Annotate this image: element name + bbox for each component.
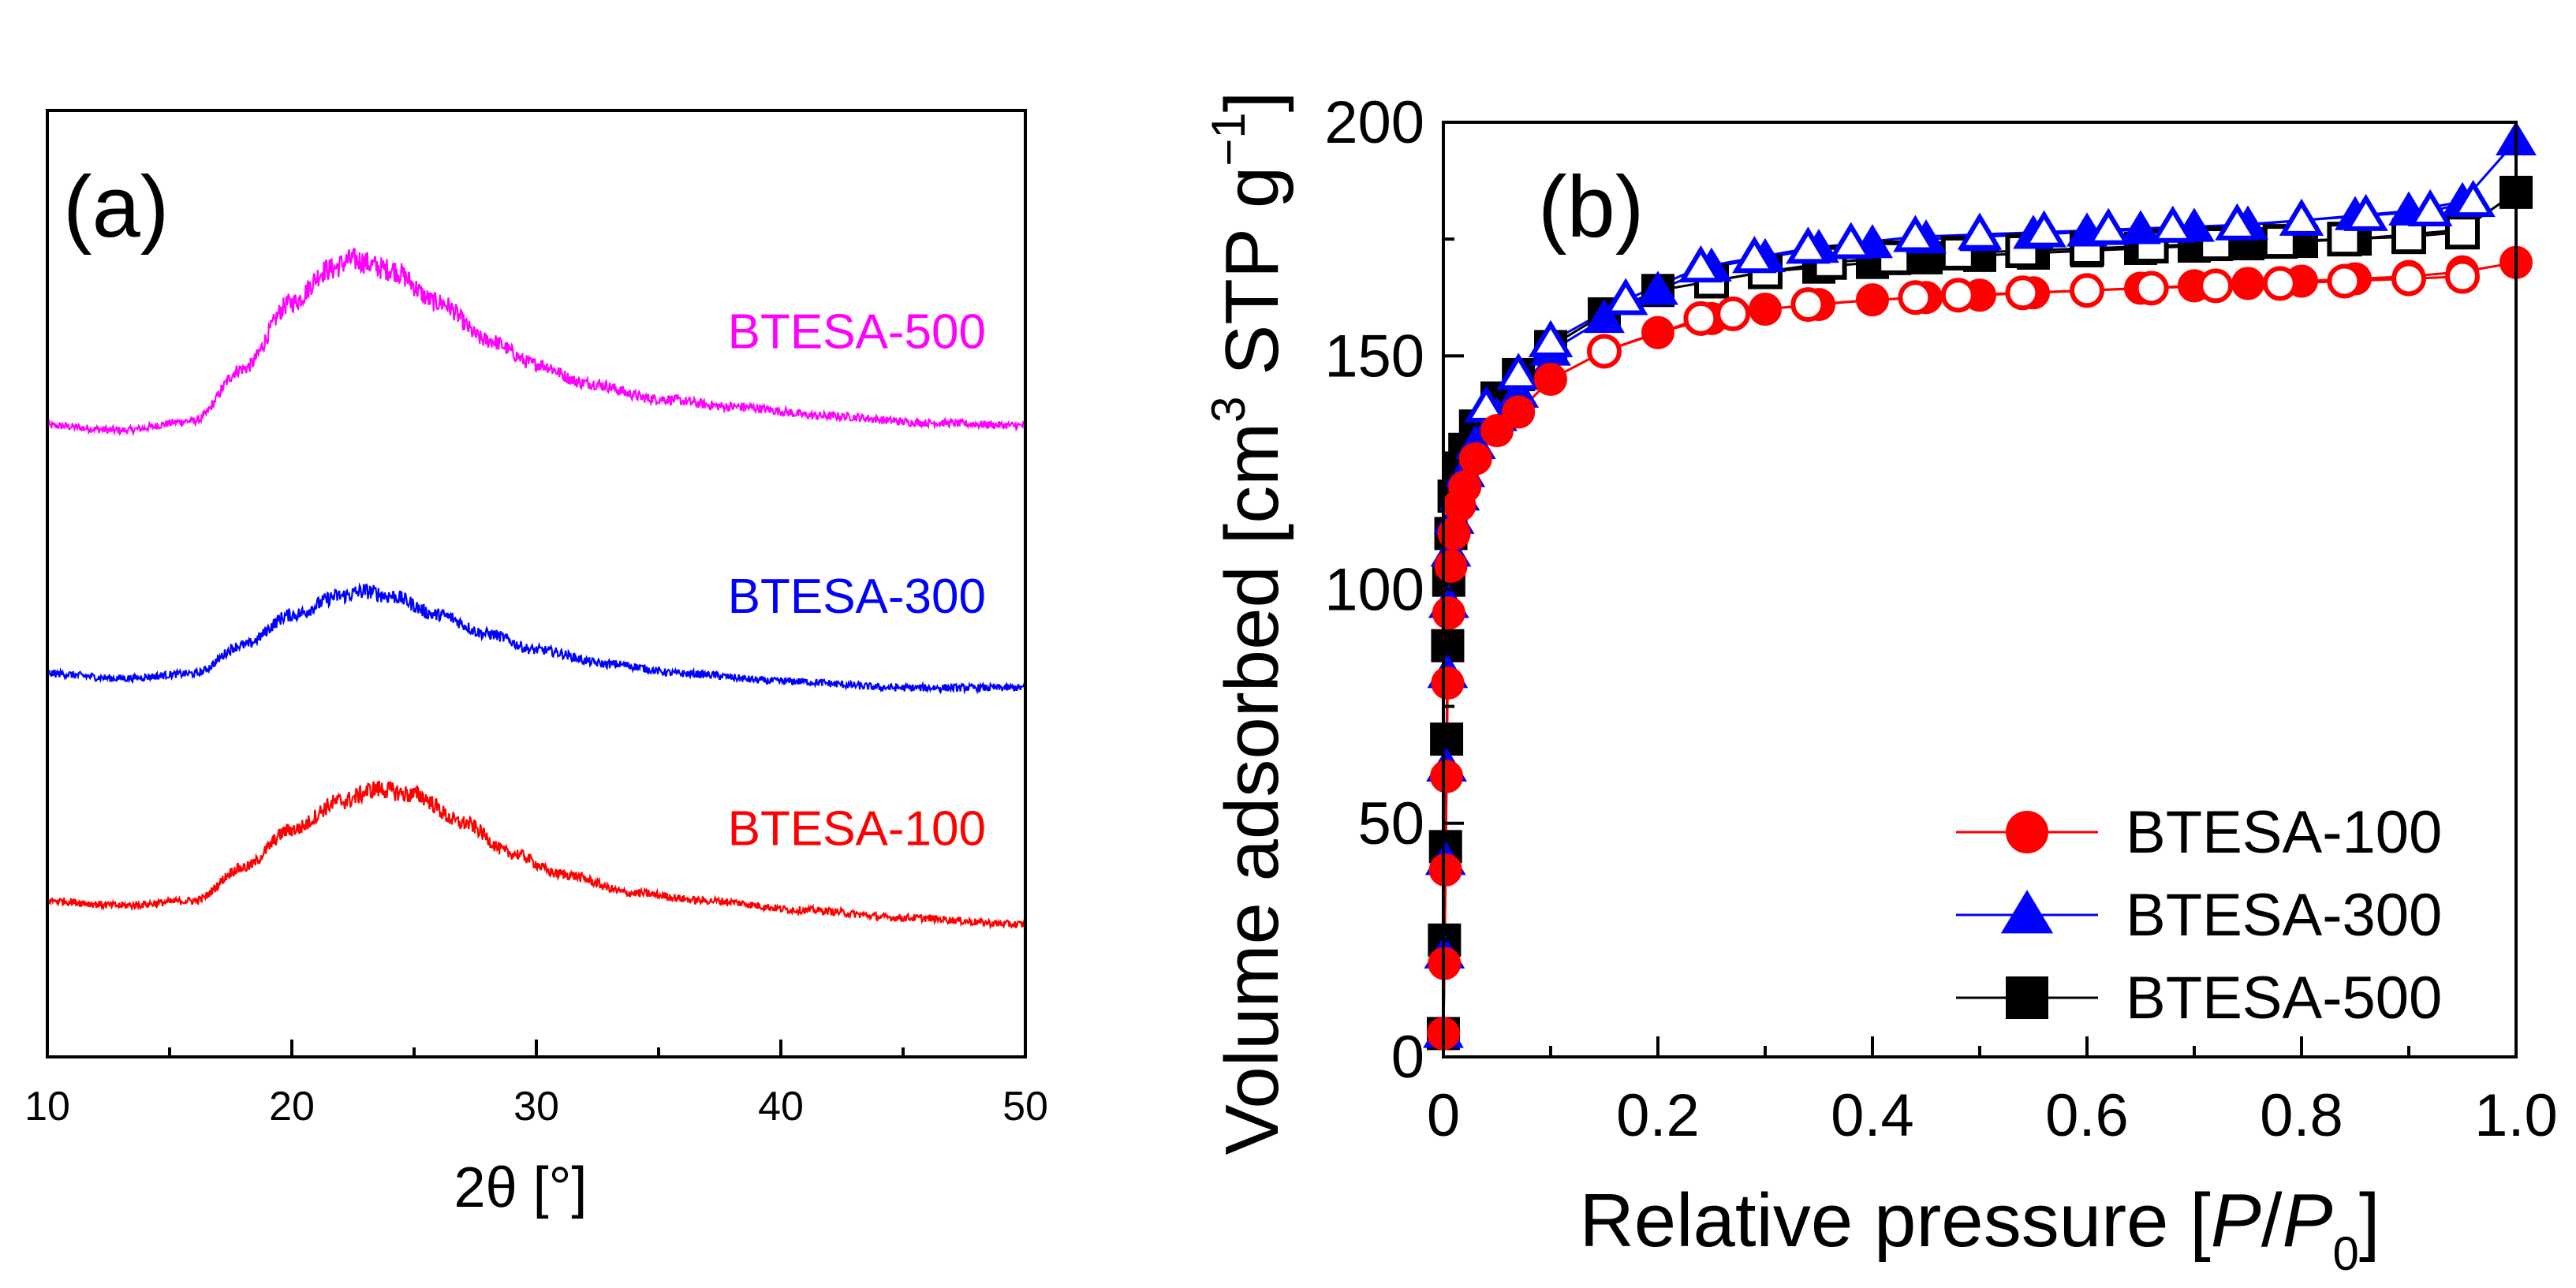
desorption-point-btesa-100 [2070,273,2104,308]
desorption-point-btesa-300 [2150,205,2196,243]
desorption-point-btesa-300 [1828,222,1874,259]
desorption-point-btesa-300 [1732,236,1777,274]
isotherm-y-tick-label: 150 [1324,323,1424,390]
desorption-point-btesa-300 [2085,207,2131,245]
isotherm-y-tick-label: 200 [1324,89,1424,156]
adsorption-point-btesa-100 [1856,283,1889,317]
xrd-x-tick-label: 20 [269,1084,315,1129]
adsorption-point-btesa-100 [1480,414,1514,448]
legend-marker-btesa-100 [2006,811,2048,853]
desorption-point-btesa-300 [2407,189,2453,226]
xrd-x-tick-label: 50 [1002,1084,1048,1129]
legend-label-btesa-500: BTESA-500 [2126,965,2442,1032]
isotherm-x-tick-label: 0.2 [1616,1082,1700,1149]
xrd-curve-labels: BTESA-500 BTESA-300 BTESA-100 [728,305,986,857]
desorption-point-btesa-300 [1786,226,1831,264]
xrd-label-btesa-100: BTESA-100 [728,802,986,857]
desorption-point-btesa-100 [2327,263,2362,299]
desorption-point-btesa-300 [1678,245,1723,283]
adsorption-point-btesa-300 [1584,298,1625,334]
adsorption-point-btesa-300 [1637,271,1678,305]
adsorption-point-btesa-100 [1432,596,1465,630]
desorption-point-btesa-300 [1528,319,1574,357]
desorption-point-btesa-100 [1587,334,1622,369]
desorption-point-btesa-300 [2022,210,2066,248]
xrd-panel: 10 20 30 40 50 BTESA-500 BTESA-300 BTESA-100 (… [24,109,1048,1219]
desorption-point-btesa-500 [2391,219,2426,255]
isotherm-panel: 0 0.2 0.4 0.6 0.8 1.0 0 50 100 150 200 (b) Relativ… [1202,89,2558,1280]
desorption-point-btesa-500 [2445,215,2480,250]
adsorption-point-btesa-100 [1749,293,1782,326]
desorption-point-btesa-100 [2262,266,2298,301]
isotherm-y-tick-label: 50 [1357,790,1424,857]
xrd-x-tick-label: 10 [24,1084,70,1129]
adsorption-point-btesa-300 [2120,210,2161,245]
xrd-curve-btesa-100 [47,780,1027,930]
xrd-x-axis-label: 2θ [°] [454,1156,588,1219]
xrd-panel-label: (a) [63,159,169,256]
isotherm-x-tick-label: 0.4 [1831,1082,1914,1149]
isotherm-ticks: 0 0.2 0.4 0.6 0.8 1.0 0 50 100 150 200 [1324,89,2558,1149]
desorption-point-btesa-100 [2445,259,2480,294]
desorption-point-btesa-100 [2391,261,2426,297]
xrd-x-tick-label: 30 [513,1084,559,1129]
adsorption-point-btesa-100 [2231,267,2264,301]
isotherm-x-tick-label: 0 [1427,1082,1460,1149]
desorption-point-btesa-100 [1940,278,1976,313]
legend-label-btesa-300: BTESA-300 [2126,882,2442,949]
isotherm-y-axis-label: Volume adsorbed [cm3 STP g−1] [1202,91,1294,1155]
desorption-point-btesa-100 [1898,280,1933,315]
adsorption-point-btesa-100 [1428,853,1462,887]
desorption-point-btesa-100 [1715,296,1751,331]
xrd-curve-btesa-500 [46,248,1026,437]
adsorption-point-btesa-100 [1448,470,1482,504]
desorption-point-btesa-300 [2451,180,2496,218]
adsorption-point-btesa-100 [1430,760,1464,793]
legend-label-btesa-100: BTESA-100 [2126,799,2442,866]
desorption-point-btesa-100 [2198,268,2234,304]
xrd-x-ticks: 10 20 30 40 50 [24,1040,1048,1129]
xrd-label-btesa-300: BTESA-300 [728,569,986,624]
desorption-point-btesa-100 [2005,275,2040,311]
adsorption-point-btesa-100 [1431,666,1465,700]
legend-marker-btesa-300 [2000,890,2054,934]
isotherm-x-tick-label: 0.8 [2260,1082,2343,1149]
desorption-point-btesa-300 [1893,215,1938,252]
xrd-label-btesa-500: BTESA-500 [728,305,986,360]
xrd-x-tick-label: 40 [758,1084,804,1129]
adsorption-point-btesa-100 [1502,395,1536,429]
adsorption-point-btesa-100 [1434,549,1468,583]
adsorption-point-btesa-100 [1534,362,1567,396]
desorption-point-btesa-300 [1957,212,2003,250]
legend-marker-btesa-500 [2006,976,2048,1019]
desorption-point-btesa-100 [1683,301,1719,336]
isotherm-y-tick-label: 0 [1391,1024,1424,1091]
legend: BTESA-100 BTESA-300 BTESA-500 [1956,799,2442,1032]
isotherm-panel-label: (b) [1538,159,1644,256]
isotherm-x-tick-label: 1.0 [2474,1082,2558,1149]
xrd-curves [46,248,1027,930]
desorption-point-btesa-100 [2134,271,2169,306]
desorption-point-btesa-300 [2279,198,2324,236]
isotherm-x-tick-label: 0.6 [2045,1082,2129,1149]
adsorption-point-btesa-100 [1641,315,1674,349]
isotherm-x-axis-label: Relative pressure [P/P0] [1579,1178,2380,1280]
xrd-curve-btesa-300 [46,582,1026,695]
desorption-point-btesa-300 [2343,193,2388,231]
isotherm-y-tick-label: 100 [1324,557,1424,624]
desorption-point-btesa-300 [1603,278,1648,315]
desorption-point-btesa-300 [1495,353,1541,390]
desorption-point-btesa-100 [1790,287,1826,323]
isotherm-markers [1423,121,2537,1051]
desorption-point-btesa-300 [2215,203,2260,241]
adsorption-point-btesa-100 [1458,442,1492,476]
